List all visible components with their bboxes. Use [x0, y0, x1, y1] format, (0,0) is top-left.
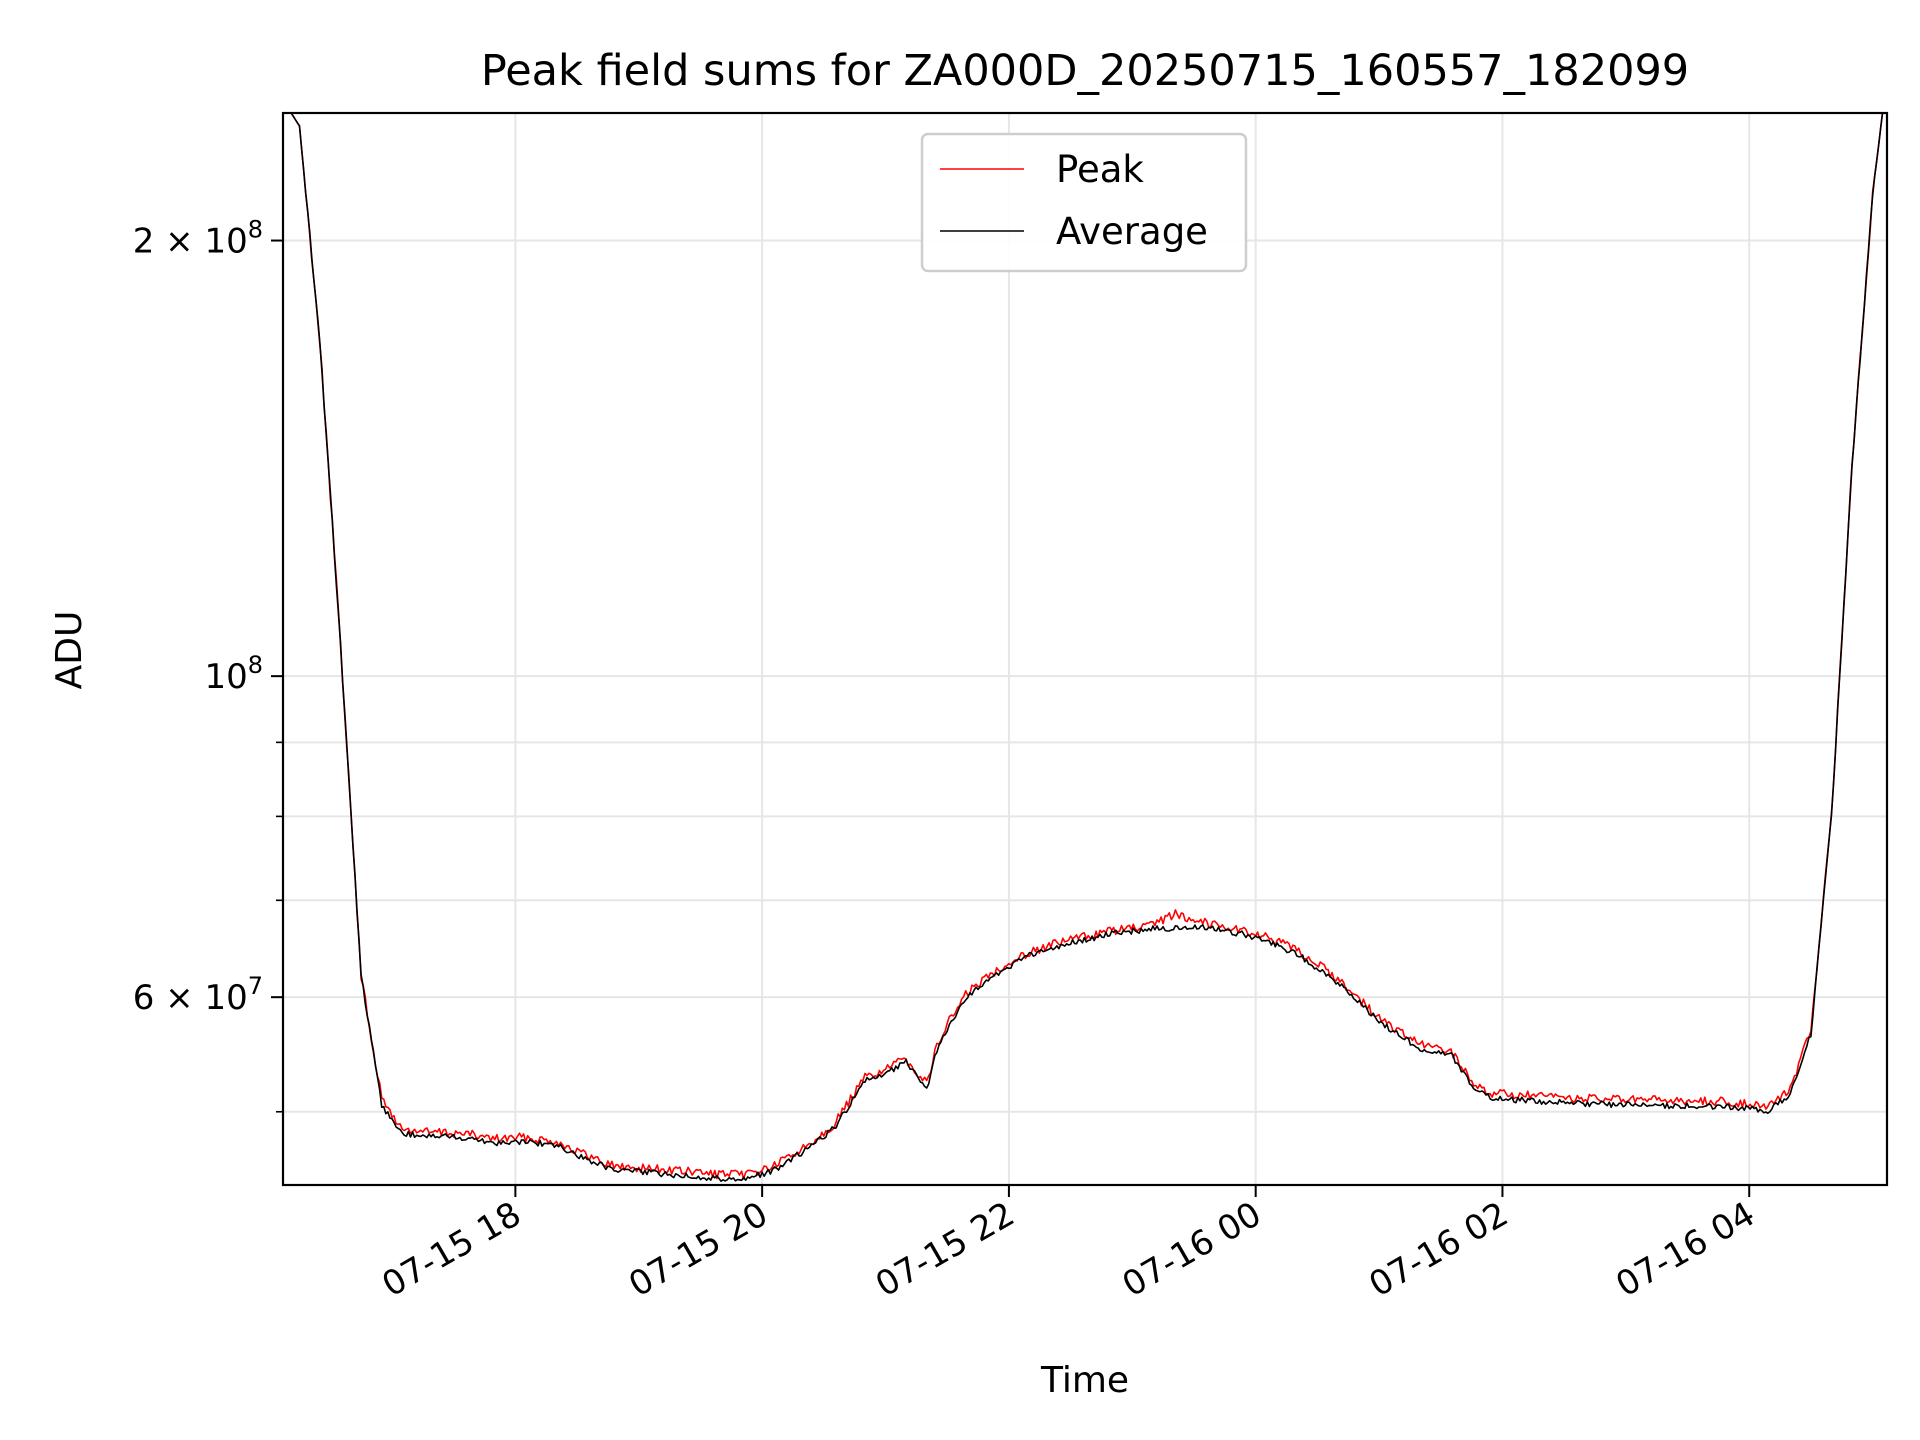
legend-label-peak: Peak — [1056, 148, 1144, 191]
x-axis-label: Time — [1040, 1360, 1129, 1401]
grid — [283, 113, 1887, 1185]
y-tick-mantissa: 6 × 10 — [133, 978, 248, 1018]
y-tick-mantissa: 10 — [204, 657, 247, 697]
y-tick-label: 6 × 107 — [133, 972, 263, 1018]
y-tick-label: 2 × 108 — [133, 216, 263, 262]
y-axis-label: ADU — [49, 611, 90, 690]
y-tick-label: 108 — [204, 651, 263, 697]
plot-background — [283, 113, 1887, 1185]
series-line-peak — [290, 113, 1884, 1180]
plot-frame — [281, 111, 1889, 1187]
y-tick-exponent: 8 — [248, 216, 263, 244]
series-group — [290, 113, 1884, 1182]
chart-title: Peak field sums for ZA000D_20250715_1605… — [481, 46, 1689, 96]
y-tick-exponent: 8 — [248, 651, 263, 679]
series-line-average — [290, 113, 1884, 1182]
y-tick-mantissa: 2 × 10 — [133, 222, 248, 262]
legend: Peak Average — [920, 132, 1248, 273]
plot-area: 07-15 18 07-15 20 07-15 22 07-16 00 07-16 02… — [133, 111, 1889, 1305]
y-tick-exponent: 7 — [248, 972, 263, 1000]
legend-label-average: Average — [1056, 210, 1208, 253]
